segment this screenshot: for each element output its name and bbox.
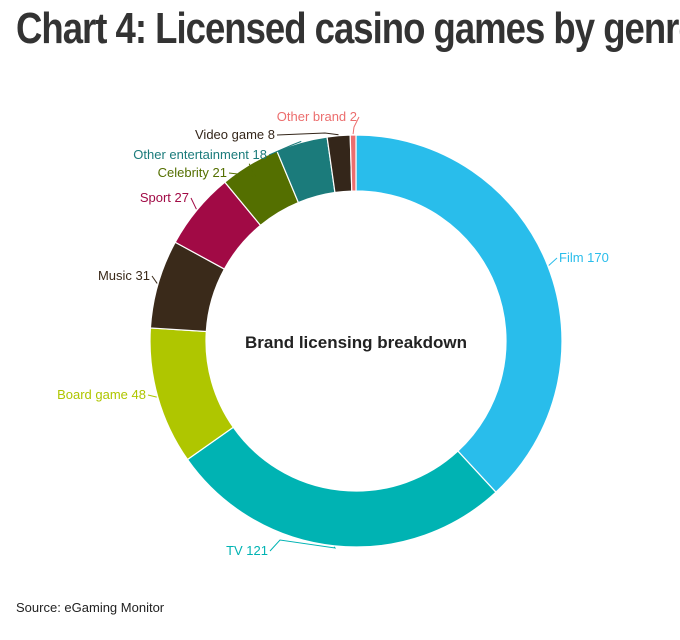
donut-slices [149,134,563,548]
slice-other-brand [349,134,357,192]
leader-board-game [147,394,157,398]
label-celebrity: Celebrity 21 [158,165,227,180]
source-note: Source: eGaming Monitor [16,600,165,615]
leader-video-game [276,132,339,136]
leader-music [151,275,158,284]
leader-tv [269,539,337,552]
leader-celebrity [228,163,256,177]
label-other-entertainment: Other entertainment 18 [133,147,267,162]
label-sport: Sport 27 [140,190,189,205]
chart-title: Chart 4: Licensed casino games by genre [16,4,680,53]
center-label: Brand licensing breakdown [245,333,467,352]
label-film: Film 170 [559,250,609,265]
label-other-brand: Other brand 2 [277,109,357,124]
label-music: Music 31 [98,268,150,283]
slice-labels: Film 170 TV 121 Board game 48 Music 31 Sport… [57,109,609,558]
leader-other-brand [352,116,360,135]
label-tv: TV 121 [226,543,268,558]
label-leader-lines [147,116,558,552]
leader-other-entertainment [268,140,302,156]
label-video-game: Video game 8 [195,127,275,142]
leader-sport [190,197,197,210]
leader-film [548,257,558,266]
slice-film [355,134,563,494]
slice-tv [186,426,497,548]
label-board-game: Board game 48 [57,387,146,402]
